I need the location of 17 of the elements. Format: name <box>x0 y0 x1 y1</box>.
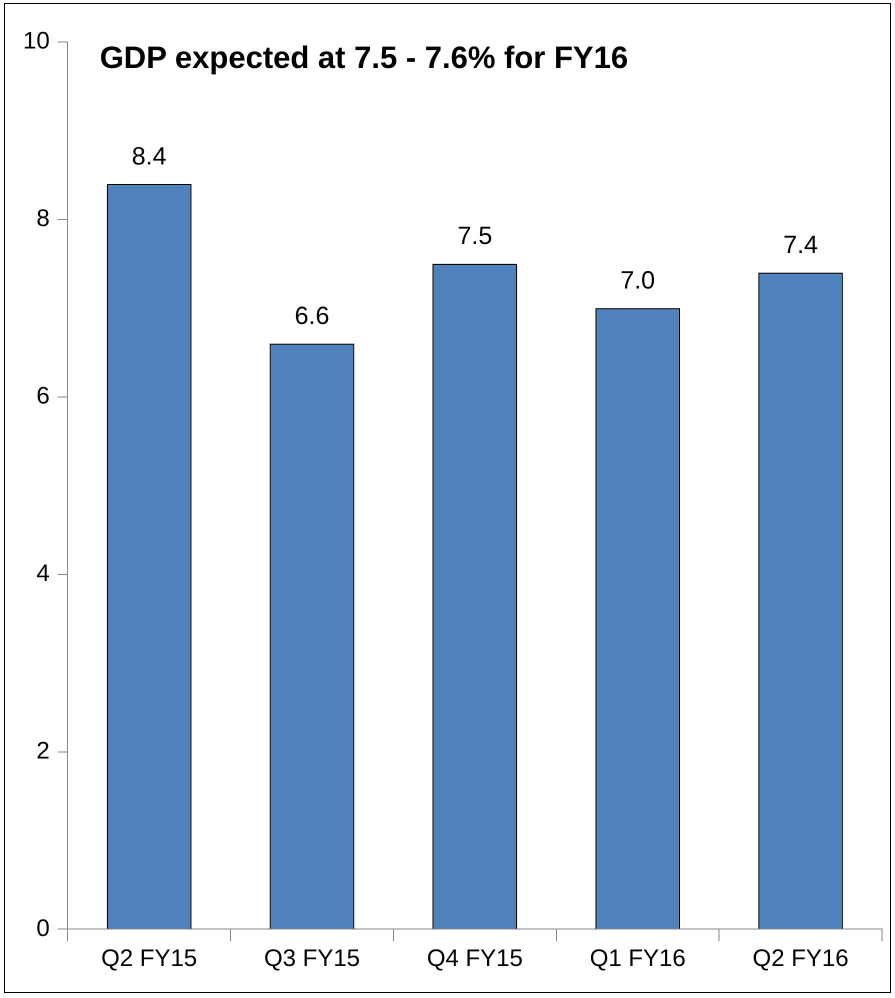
x-tick-label: Q2 FY16 <box>752 945 849 972</box>
data-label: 7.5 <box>457 222 492 250</box>
data-label: 7.0 <box>620 266 656 295</box>
y-tick-label: 10 <box>22 28 50 55</box>
x-tick-label: Q2 FY15 <box>101 945 198 972</box>
data-label: 6.6 <box>294 302 330 330</box>
data-label: 8.4 <box>132 142 167 170</box>
y-tick-label: 8 <box>36 205 50 232</box>
data-label: 7.4 <box>783 231 818 260</box>
y-tick-label: 4 <box>36 560 50 587</box>
y-tick-label: 0 <box>36 914 50 942</box>
x-tick-label: Q3 FY15 <box>264 945 360 972</box>
y-tick-label: 2 <box>36 737 50 764</box>
chart-title: GDP expected at 7.5 - 7.6% for FY16 <box>100 40 628 76</box>
x-tick-label: Q1 FY16 <box>590 945 686 972</box>
y-tick-label: 6 <box>36 382 50 410</box>
x-tick-label: Q4 FY15 <box>426 945 523 972</box>
